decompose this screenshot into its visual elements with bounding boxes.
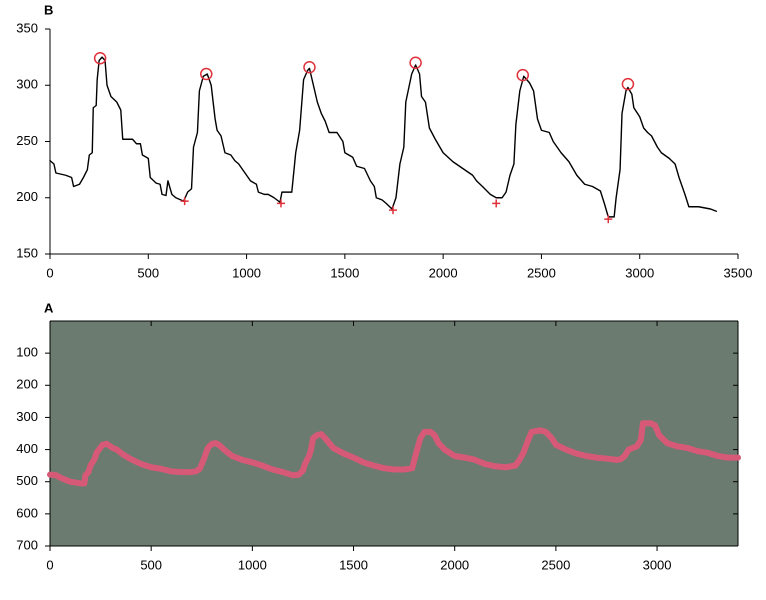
y-tick-label: 300 [16,409,38,424]
x-tick-label: 2000 [429,265,458,280]
x-tick-label: 3500 [724,265,753,280]
x-tick-label: 1500 [330,265,359,280]
peak-marker [303,61,316,74]
x-tick-label: 2000 [440,557,469,572]
x-tick-label: 1500 [339,557,368,572]
y-tick-label: 250 [16,133,38,148]
x-tick-label: 3000 [625,265,654,280]
data-line [47,420,741,487]
x-tick-label: 500 [137,265,159,280]
peak-marker [409,56,422,69]
trough-marker [389,206,398,215]
panel-label: B [44,2,53,17]
x-tick-label: 0 [46,557,53,572]
y-tick-label: 600 [16,505,38,520]
x-tick-label: 1000 [238,557,267,572]
data-line [49,56,718,218]
x-tick-label: 1000 [232,265,261,280]
y-tick-label: 200 [16,189,38,204]
plot-background [50,321,738,546]
y-tick-label: 400 [16,441,38,456]
panel-label: A [44,300,54,315]
x-tick-label: 0 [46,265,53,280]
y-tick-label: 350 [16,20,38,35]
y-tick-label: 700 [16,537,38,552]
trough-marker [276,199,285,208]
trough-marker [180,197,189,206]
x-tick-label: 2500 [541,557,570,572]
trough-marker [492,199,501,208]
peak-marker [516,68,530,82]
x-tick-label: 500 [140,557,162,572]
x-tick-label: 3000 [643,557,672,572]
y-tick-label: 300 [16,77,38,92]
y-tick-label: 100 [16,345,38,360]
peak-marker [621,77,635,91]
peak-marker [200,67,213,81]
x-tick-label: 2500 [527,265,556,280]
y-tick-label: 200 [16,377,38,392]
peak-marker [93,52,107,65]
y-tick-label: 500 [16,473,38,488]
trough-marker [604,215,613,224]
y-tick-label: 150 [16,245,38,260]
